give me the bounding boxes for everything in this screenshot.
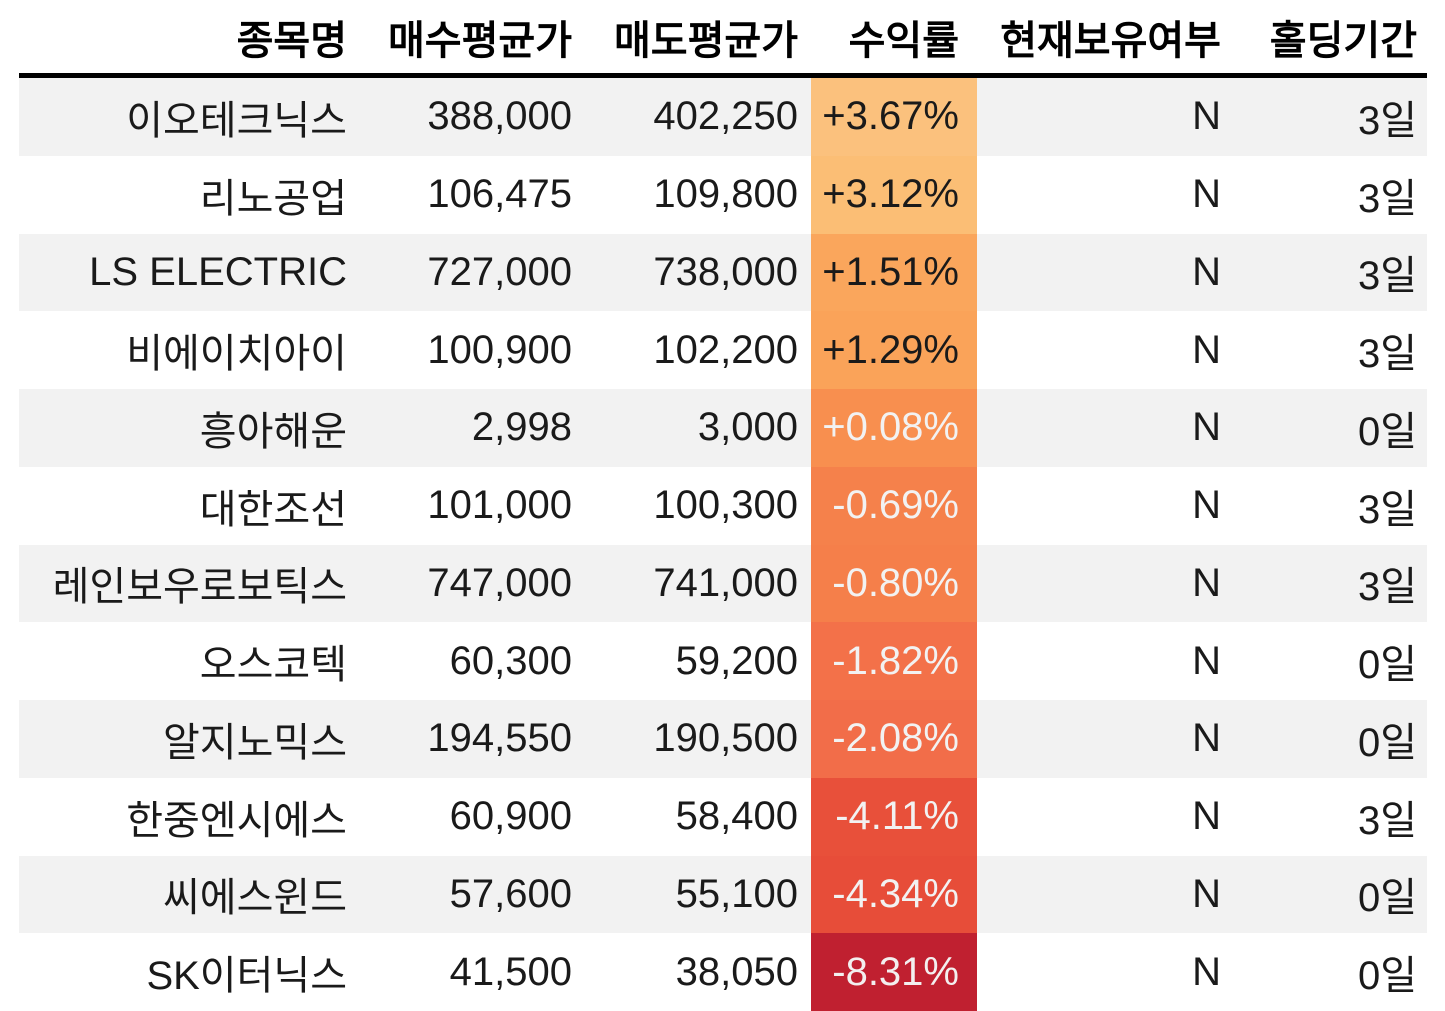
cell-name: 알지노믹스 bbox=[19, 700, 360, 778]
cell-sell-avg: 190,500 bbox=[585, 700, 811, 778]
cell-holding-period: 3일 bbox=[1237, 466, 1427, 545]
cell-sell-avg: 58,400 bbox=[585, 777, 811, 856]
cell-return-pct: -8.31% bbox=[811, 933, 977, 1011]
cell-holding-period: 3일 bbox=[1237, 311, 1427, 389]
table-header-row: 종목명 매수평균가 매도평균가 수익률 현재보유여부 홀딩기간 bbox=[19, 0, 1427, 78]
cell-return-pct: +0.08% bbox=[811, 389, 977, 467]
cell-name: 한중엔시에스 bbox=[19, 777, 360, 856]
cell-name: SK이터닉스 bbox=[19, 933, 360, 1011]
cell-sell-avg: 102,200 bbox=[585, 311, 811, 389]
table-row: 씨에스윈드 57,600 55,100 -4.34% N 0일 bbox=[19, 855, 1427, 934]
cell-is-holding: N bbox=[977, 389, 1237, 467]
cell-sell-avg: 109,800 bbox=[585, 155, 811, 234]
cell-holding-period: 3일 bbox=[1237, 544, 1427, 623]
cell-buy-avg: 101,000 bbox=[360, 466, 585, 545]
cell-holding-period: 3일 bbox=[1237, 233, 1427, 312]
cell-is-holding: N bbox=[977, 311, 1237, 389]
cell-sell-avg: 3,000 bbox=[585, 389, 811, 467]
cell-is-holding: N bbox=[977, 777, 1237, 856]
cell-name: 레인보우로보틱스 bbox=[19, 544, 360, 623]
cell-return-pct: -4.11% bbox=[811, 777, 977, 856]
cell-holding-period: 0일 bbox=[1237, 622, 1427, 700]
cell-name: 비에이치아이 bbox=[19, 311, 360, 389]
column-header-sell-avg: 매도평균가 bbox=[614, 18, 798, 63]
cell-return-pct: -1.82% bbox=[811, 622, 977, 700]
column-header-holding-period: 홀딩기간 bbox=[1269, 18, 1417, 63]
cell-return-pct: +3.67% bbox=[811, 78, 977, 156]
cell-holding-period: 3일 bbox=[1237, 777, 1427, 856]
cell-return-pct: -4.34% bbox=[811, 855, 977, 934]
table-row: SK이터닉스 41,500 38,050 -8.31% N 0일 bbox=[19, 933, 1427, 1011]
cell-is-holding: N bbox=[977, 544, 1237, 623]
cell-name: 대한조선 bbox=[19, 466, 360, 545]
cell-buy-avg: 41,500 bbox=[360, 933, 585, 1011]
cell-holding-period: 0일 bbox=[1237, 389, 1427, 467]
table-row: LS ELECTRIC 727,000 738,000 +1.51% N 3일 bbox=[19, 233, 1427, 312]
column-header-buy-avg: 매수평균가 bbox=[388, 18, 572, 63]
cell-buy-avg: 100,900 bbox=[360, 311, 585, 389]
cell-return-pct: +3.12% bbox=[811, 155, 977, 234]
cell-sell-avg: 55,100 bbox=[585, 855, 811, 934]
cell-sell-avg: 741,000 bbox=[585, 544, 811, 623]
cell-name: 씨에스윈드 bbox=[19, 855, 360, 934]
cell-sell-avg: 402,250 bbox=[585, 78, 811, 156]
cell-buy-avg: 388,000 bbox=[360, 78, 585, 156]
cell-is-holding: N bbox=[977, 78, 1237, 156]
stock-returns-table: 종목명 매수평균가 매도평균가 수익률 현재보유여부 홀딩기간 이오테크닉스 388,000… bbox=[19, 0, 1427, 1011]
cell-sell-avg: 38,050 bbox=[585, 933, 811, 1011]
table-row: 이오테크닉스 388,000 402,250 +3.67% N 3일 bbox=[19, 78, 1427, 156]
cell-sell-avg: 738,000 bbox=[585, 233, 811, 312]
cell-holding-period: 3일 bbox=[1237, 78, 1427, 156]
cell-sell-avg: 100,300 bbox=[585, 466, 811, 545]
cell-is-holding: N bbox=[977, 855, 1237, 934]
cell-return-pct: -0.69% bbox=[811, 466, 977, 545]
table-row: 대한조선 101,000 100,300 -0.69% N 3일 bbox=[19, 466, 1427, 545]
cell-return-pct: +1.29% bbox=[811, 311, 977, 389]
cell-buy-avg: 747,000 bbox=[360, 544, 585, 623]
cell-buy-avg: 727,000 bbox=[360, 233, 585, 312]
cell-is-holding: N bbox=[977, 700, 1237, 778]
table-row: 알지노믹스 194,550 190,500 -2.08% N 0일 bbox=[19, 700, 1427, 778]
column-header-is-holding: 현재보유여부 bbox=[1000, 18, 1221, 63]
cell-holding-period: 0일 bbox=[1237, 933, 1427, 1011]
cell-buy-avg: 57,600 bbox=[360, 855, 585, 934]
table-body: 이오테크닉스 388,000 402,250 +3.67% N 3일 리노공업 106,475… bbox=[19, 78, 1427, 1011]
cell-name: 리노공업 bbox=[19, 155, 360, 234]
column-header-name: 종목명 bbox=[236, 18, 347, 63]
cell-buy-avg: 106,475 bbox=[360, 155, 585, 234]
cell-name: LS ELECTRIC bbox=[19, 233, 360, 312]
cell-sell-avg: 59,200 bbox=[585, 622, 811, 700]
table-row: 흥아해운 2,998 3,000 +0.08% N 0일 bbox=[19, 389, 1427, 467]
cell-holding-period: 0일 bbox=[1237, 855, 1427, 934]
cell-name: 흥아해운 bbox=[19, 389, 360, 467]
cell-holding-period: 3일 bbox=[1237, 155, 1427, 234]
cell-is-holding: N bbox=[977, 933, 1237, 1011]
table-row: 비에이치아이 100,900 102,200 +1.29% N 3일 bbox=[19, 311, 1427, 389]
column-header-return-pct: 수익률 bbox=[848, 18, 959, 63]
cell-return-pct: +1.51% bbox=[811, 233, 977, 312]
cell-is-holding: N bbox=[977, 233, 1237, 312]
cell-is-holding: N bbox=[977, 622, 1237, 700]
cell-is-holding: N bbox=[977, 466, 1237, 545]
cell-name: 이오테크닉스 bbox=[19, 78, 360, 156]
cell-holding-period: 0일 bbox=[1237, 700, 1427, 778]
cell-is-holding: N bbox=[977, 155, 1237, 234]
cell-return-pct: -2.08% bbox=[811, 700, 977, 778]
cell-buy-avg: 2,998 bbox=[360, 389, 585, 467]
cell-return-pct: -0.80% bbox=[811, 544, 977, 623]
cell-buy-avg: 60,900 bbox=[360, 777, 585, 856]
cell-buy-avg: 194,550 bbox=[360, 700, 585, 778]
cell-buy-avg: 60,300 bbox=[360, 622, 585, 700]
table-row: 한중엔시에스 60,900 58,400 -4.11% N 3일 bbox=[19, 777, 1427, 856]
table-row: 리노공업 106,475 109,800 +3.12% N 3일 bbox=[19, 155, 1427, 234]
table-row: 오스코텍 60,300 59,200 -1.82% N 0일 bbox=[19, 622, 1427, 700]
table-row: 레인보우로보틱스 747,000 741,000 -0.80% N 3일 bbox=[19, 544, 1427, 623]
cell-name: 오스코텍 bbox=[19, 622, 360, 700]
